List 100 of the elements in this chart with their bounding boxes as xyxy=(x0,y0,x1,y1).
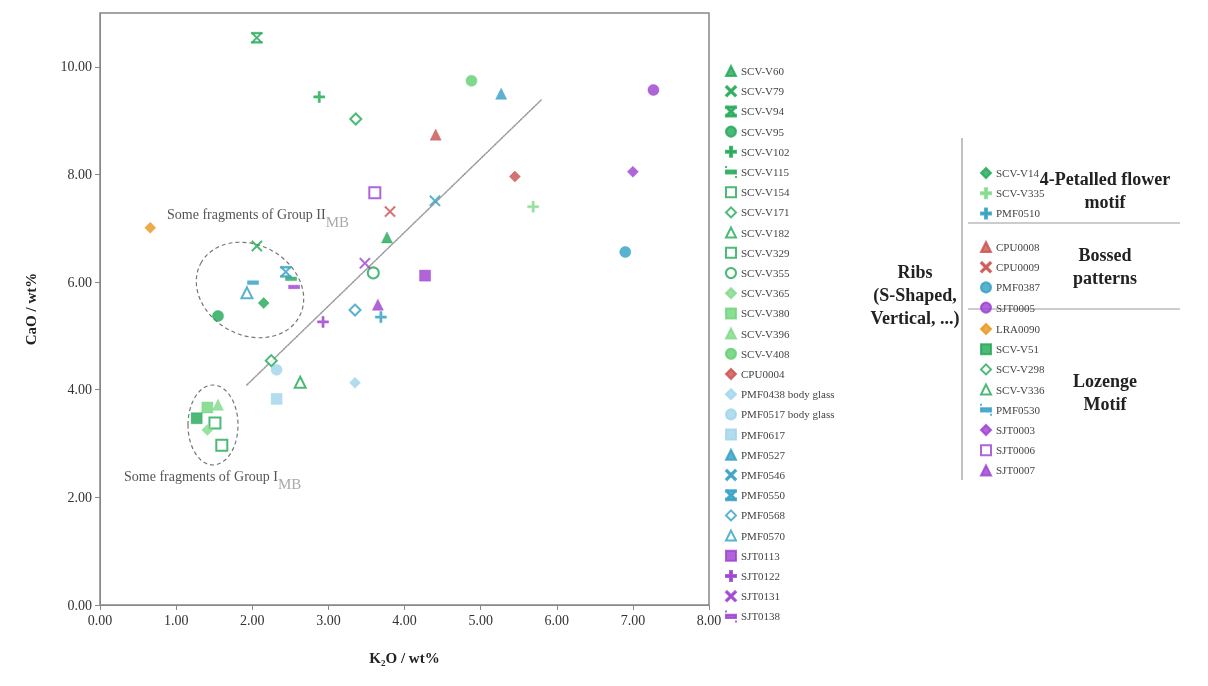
point xyxy=(247,276,259,289)
x-tick-label: 4.00 xyxy=(392,612,417,628)
point xyxy=(270,393,283,405)
point xyxy=(647,84,660,96)
legend-label: SCV-V95 xyxy=(741,125,785,138)
point xyxy=(257,297,270,309)
legend-label: PMF0550 xyxy=(741,489,786,502)
legend-label: PMF0517 body glass xyxy=(741,408,835,421)
point xyxy=(419,269,431,282)
text: Bossed patterns xyxy=(1073,244,1137,288)
x-tick-label: 7.00 xyxy=(620,612,646,628)
text: Lozenge Motif xyxy=(1073,370,1137,414)
legend-label: PMF0546 xyxy=(741,469,786,481)
point xyxy=(465,75,478,87)
point xyxy=(627,166,639,178)
y-tick-label: 0.00 xyxy=(67,597,92,613)
legend-label: PMF0568 xyxy=(741,509,786,522)
legend-label: SJT0138 xyxy=(741,610,781,623)
y-tick-label: 8.00 xyxy=(67,166,92,182)
point xyxy=(619,246,632,258)
legend-label: PMF0387 xyxy=(996,281,1041,294)
y-axis-title: CaO / wt% xyxy=(22,272,39,346)
point xyxy=(527,201,539,213)
legend-label: SJT0113 xyxy=(741,549,781,562)
point xyxy=(215,438,229,452)
point xyxy=(240,286,254,300)
x-tick-label: 8.00 xyxy=(696,612,722,628)
legend-label: PMF0530 xyxy=(996,403,1041,416)
x-tick-label: 2.00 xyxy=(240,612,265,628)
point xyxy=(201,424,214,436)
legend-label: SCV-V380 xyxy=(741,307,790,320)
legend-label: SCV-V171 xyxy=(741,206,790,219)
y-tick-label: 4.00 xyxy=(67,382,92,398)
point xyxy=(208,416,222,430)
point xyxy=(348,303,362,317)
point xyxy=(251,240,263,252)
point xyxy=(190,412,203,424)
legend-label: SCV-V298 xyxy=(996,363,1045,376)
x-tick-label: 5.00 xyxy=(468,612,493,628)
point xyxy=(144,221,156,234)
x-axis-title: K₂O / wt% xyxy=(369,649,440,666)
legend-label: SCV-V115 xyxy=(741,166,790,178)
legend-label: SCV-V154 xyxy=(741,186,790,199)
x-tick-label: 3.00 xyxy=(316,612,341,628)
point xyxy=(366,266,380,280)
legend-label: SCV-V51 xyxy=(996,343,1039,356)
legend-label: SJT0005 xyxy=(996,301,1036,314)
point xyxy=(293,375,307,389)
point xyxy=(368,186,382,200)
legend-label: CPU0009 xyxy=(996,261,1040,274)
point xyxy=(270,364,283,376)
point xyxy=(212,399,224,411)
legend-label: SCV-V355 xyxy=(741,267,790,279)
y-tick-label: 10.00 xyxy=(60,59,92,75)
point xyxy=(509,170,521,183)
point xyxy=(429,128,442,141)
legend-label: SJT0003 xyxy=(996,424,1036,436)
point xyxy=(201,401,214,414)
legend-label: SCV-V102 xyxy=(741,145,790,158)
point xyxy=(372,298,384,311)
point xyxy=(212,310,224,322)
legend-label: SJT0006 xyxy=(996,444,1036,457)
legend-label: SCV-V365 xyxy=(741,287,790,300)
point xyxy=(381,231,393,244)
point xyxy=(495,87,507,100)
legend-label: SCV-V329 xyxy=(741,246,790,259)
point xyxy=(349,376,361,389)
point xyxy=(384,205,396,218)
legend-label: PMF0527 xyxy=(741,448,786,461)
y-tick-label: 6.00 xyxy=(67,274,92,290)
point xyxy=(264,354,278,368)
legend-label: LRA0090 xyxy=(996,323,1041,335)
legend-label: SCV-V182 xyxy=(741,226,790,239)
legend-label: PMF0617 xyxy=(741,428,786,441)
legend-label: SCV-V60 xyxy=(741,65,785,77)
point xyxy=(429,195,441,207)
legend-label: PMF0510 xyxy=(996,207,1041,220)
legend-label: SCV-V79 xyxy=(741,85,785,98)
point xyxy=(317,316,329,328)
x-tick-label: 6.00 xyxy=(544,612,569,628)
legend-label: SCV-V336 xyxy=(996,383,1045,396)
legend-label: SJT0131 xyxy=(741,590,781,603)
legend-label: SCV-V94 xyxy=(741,105,785,118)
legend-label: SCV-V14 xyxy=(996,167,1040,179)
legend-label: SCV-V408 xyxy=(741,347,790,360)
point xyxy=(251,32,263,44)
legend-label: SJT0122 xyxy=(741,570,781,582)
point xyxy=(349,112,363,126)
legend-label: SCV-V396 xyxy=(741,327,790,340)
point xyxy=(279,266,292,278)
legend-label: CPU0008 xyxy=(996,241,1040,253)
point xyxy=(375,311,387,323)
legend-label: SCV-V335 xyxy=(996,187,1045,200)
point xyxy=(313,91,325,103)
legend-label: SJT0007 xyxy=(996,464,1036,477)
x-tick-label: 0.00 xyxy=(87,612,113,628)
legend-label: PMF0570 xyxy=(741,529,786,542)
text: Ribs (S-Shaped, Vertical, ...) xyxy=(870,262,960,329)
point xyxy=(359,257,371,269)
legend-label: CPU0004 xyxy=(741,368,785,380)
